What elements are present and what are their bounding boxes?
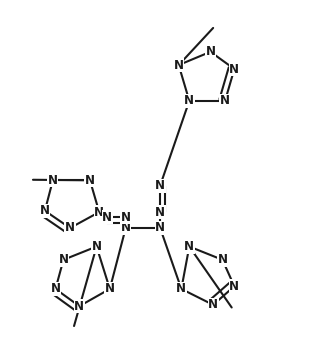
Text: N: N xyxy=(217,253,227,266)
Text: N: N xyxy=(40,204,50,217)
Text: N: N xyxy=(155,205,165,219)
Text: N: N xyxy=(48,174,58,187)
Text: N: N xyxy=(174,58,184,71)
Text: N: N xyxy=(65,222,75,235)
Text: N: N xyxy=(92,240,101,253)
Text: N: N xyxy=(121,211,131,224)
Text: N: N xyxy=(229,63,239,76)
Text: N: N xyxy=(155,222,165,235)
Text: N: N xyxy=(121,222,131,235)
Text: N: N xyxy=(229,280,239,293)
Text: N: N xyxy=(176,282,186,295)
Text: N: N xyxy=(94,205,104,219)
Text: N: N xyxy=(85,174,95,187)
Text: N: N xyxy=(184,94,194,107)
Text: N: N xyxy=(208,298,218,312)
Text: N: N xyxy=(102,211,112,224)
Text: N: N xyxy=(205,45,215,58)
Text: N: N xyxy=(105,282,115,295)
Text: N: N xyxy=(50,282,60,295)
Text: N: N xyxy=(155,179,165,192)
Text: N: N xyxy=(220,94,230,107)
Text: N: N xyxy=(184,240,194,253)
Text: N: N xyxy=(59,253,68,266)
Text: N: N xyxy=(74,300,84,313)
